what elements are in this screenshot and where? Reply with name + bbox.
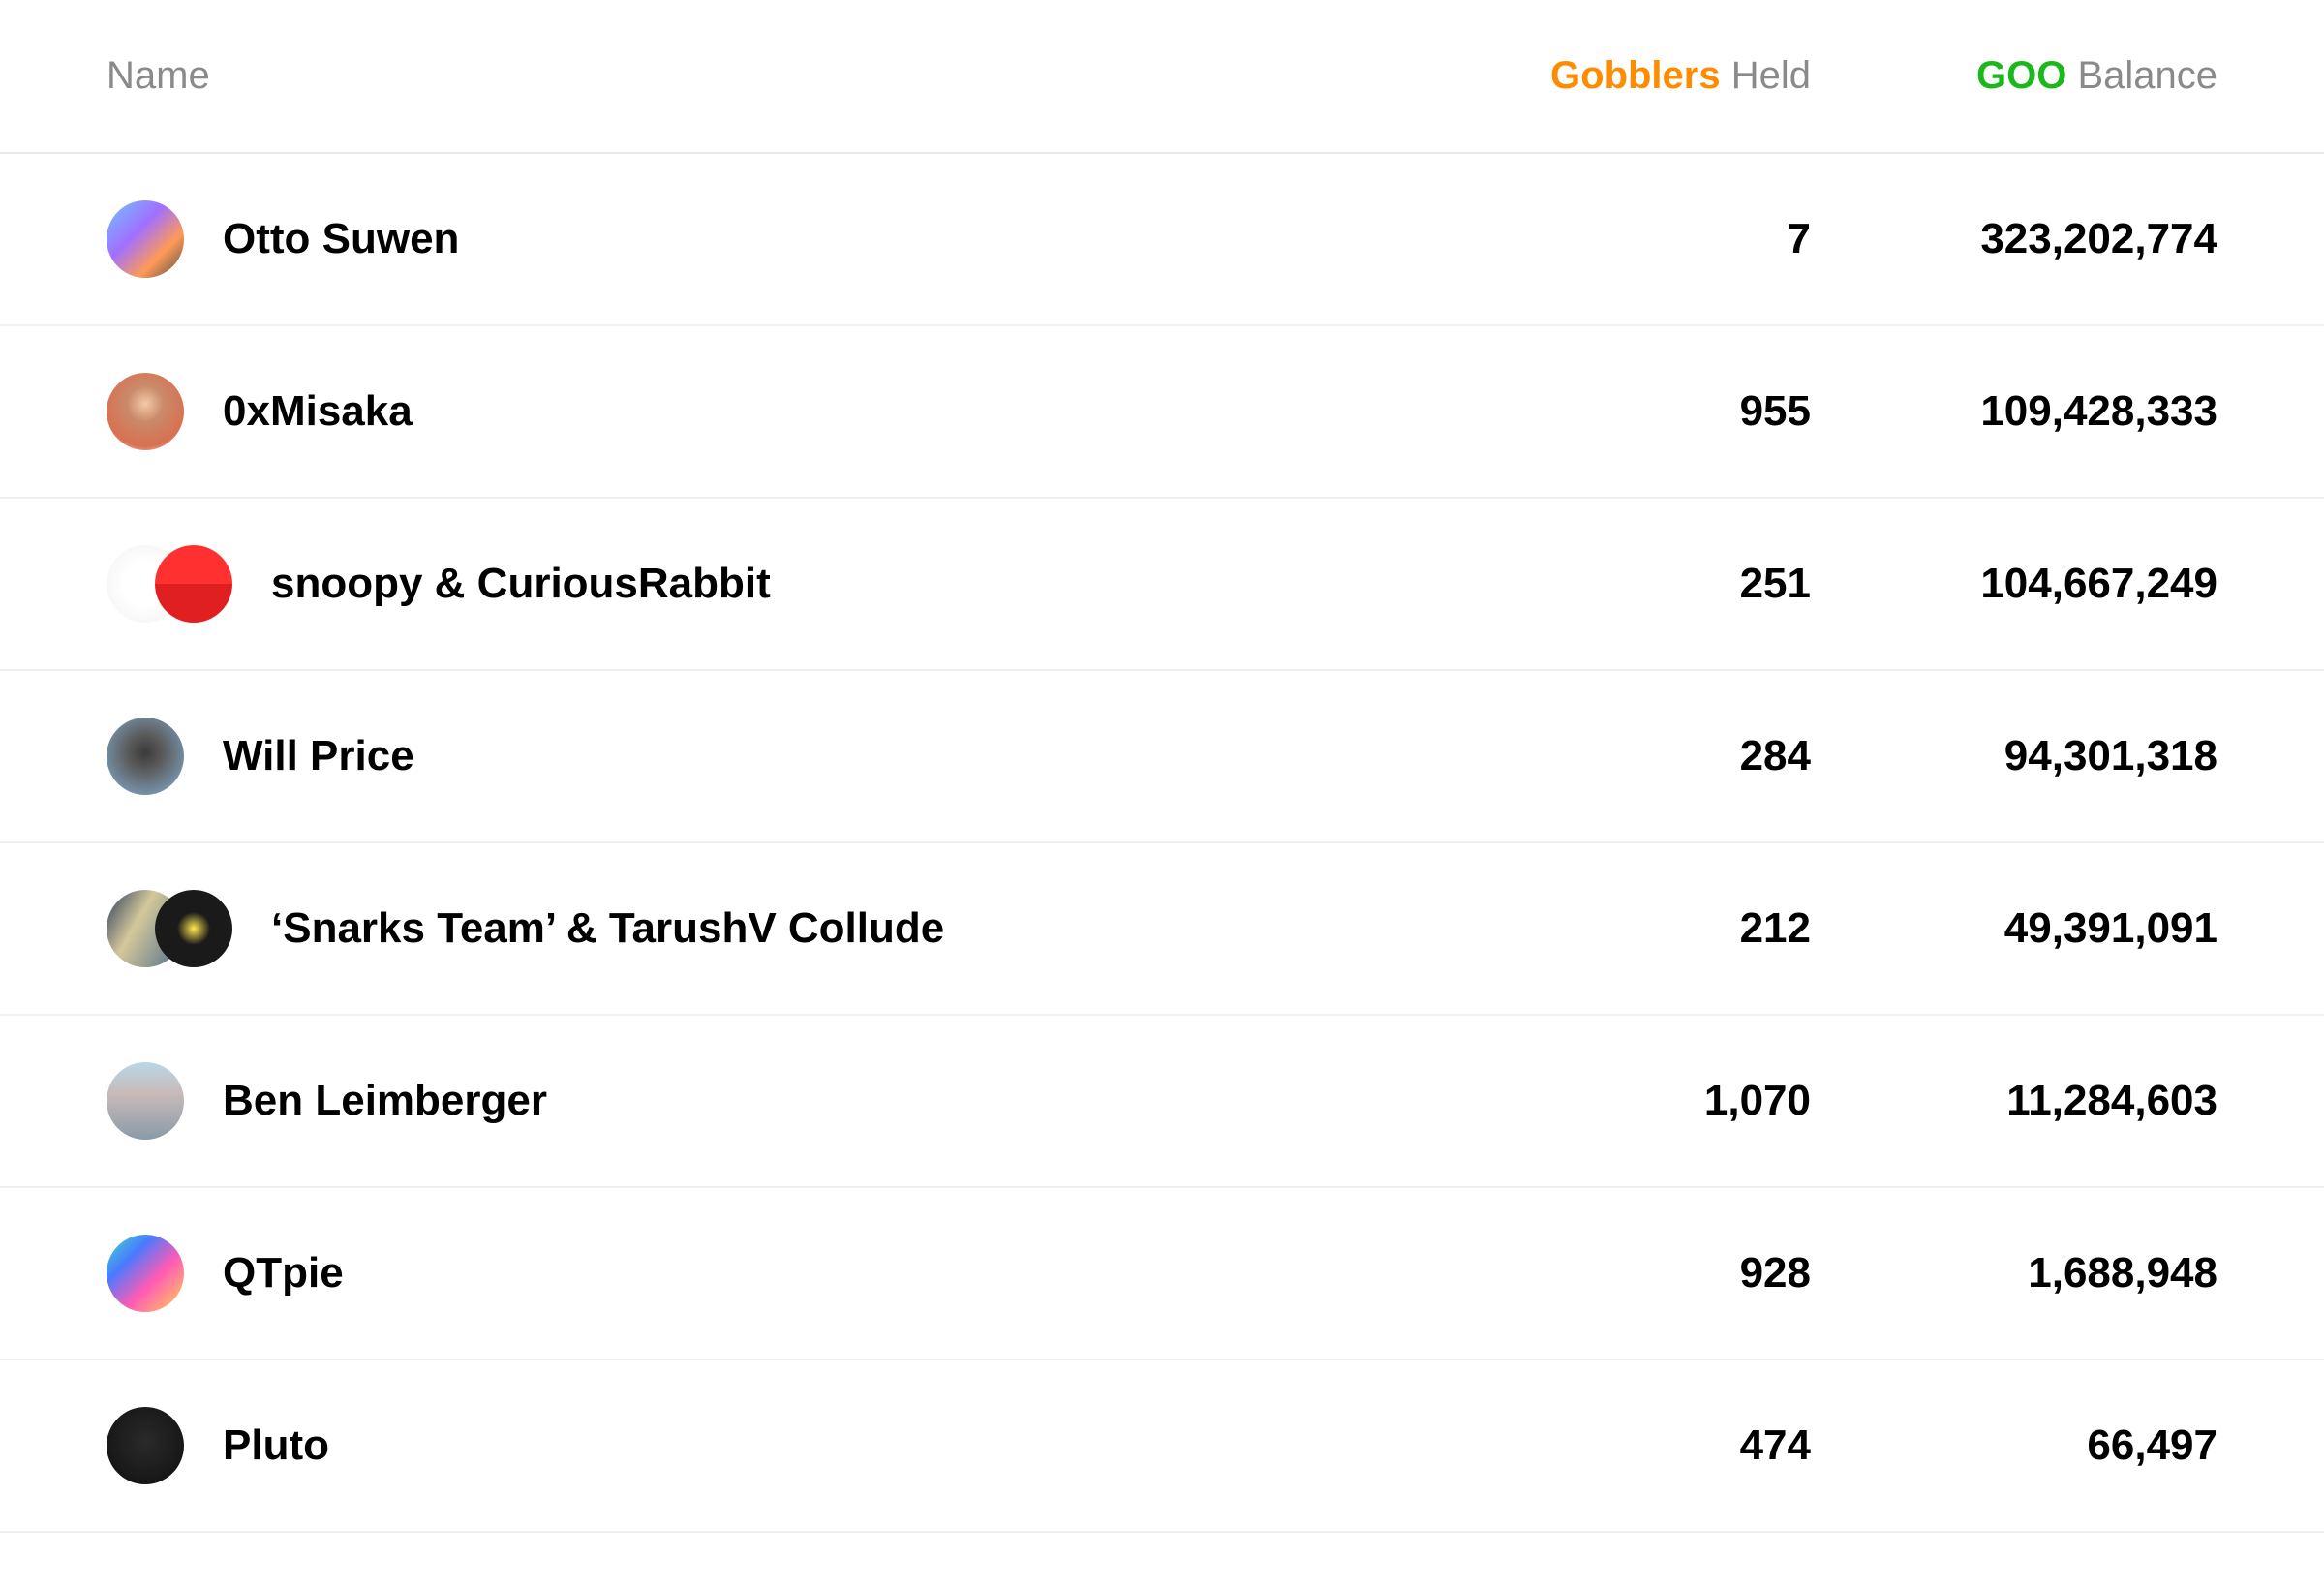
table-row[interactable]: ‘Snarks Team’ & TarushV Collude 21249,391… — [0, 843, 2324, 1016]
avatar-icon — [107, 200, 184, 278]
avatar-icon — [107, 1407, 184, 1484]
table-header: Name Gobblers Held GOO Balance — [0, 0, 2324, 154]
user-name: 0xMisaka — [223, 387, 413, 436]
name-cell: 0xMisaka — [107, 373, 1443, 450]
avatar-pair — [107, 890, 232, 967]
goo-balance: 323,202,774 — [1811, 215, 2217, 263]
table-row[interactable]: Pluto 47466,497 — [0, 1360, 2324, 1533]
avatar-icon — [107, 718, 184, 795]
name-cell: ‘Snarks Team’ & TarushV Collude — [107, 890, 1443, 967]
avatar-icon — [107, 373, 184, 450]
table-row[interactable]: Will Price 28494,301,318 — [0, 671, 2324, 843]
table-row[interactable]: Ben Leimberger 1,07011,284,603 — [0, 1016, 2324, 1188]
goo-balance: 94,301,318 — [1811, 732, 2217, 780]
header-gobblers[interactable]: Gobblers Held — [1443, 54, 1811, 98]
leaderboard-table: Name Gobblers Held GOO Balance Otto Suwe… — [0, 0, 2324, 1533]
header-goo-muted: Balance — [2066, 54, 2217, 97]
user-name: snoopy & CuriousRabbit — [271, 560, 771, 608]
header-gobblers-accent: Gobblers — [1550, 54, 1721, 97]
gobblers-held: 474 — [1443, 1421, 1811, 1470]
avatar-icon — [155, 890, 232, 967]
name-cell: Pluto — [107, 1407, 1443, 1484]
gobblers-held: 251 — [1443, 560, 1811, 608]
goo-balance: 49,391,091 — [1811, 904, 2217, 953]
gobblers-held: 284 — [1443, 732, 1811, 780]
avatar-icon — [107, 1235, 184, 1312]
name-cell: Will Price — [107, 718, 1443, 795]
name-cell: Otto Suwen — [107, 200, 1443, 278]
header-gobblers-muted: Held — [1721, 54, 1811, 97]
gobblers-held: 212 — [1443, 904, 1811, 953]
goo-balance: 109,428,333 — [1811, 387, 2217, 436]
name-cell: QTpie — [107, 1235, 1443, 1312]
user-name: ‘Snarks Team’ & TarushV Collude — [271, 904, 944, 953]
header-name[interactable]: Name — [107, 54, 1443, 98]
avatar-pair — [107, 545, 232, 623]
goo-balance: 1,688,948 — [1811, 1249, 2217, 1298]
gobblers-held: 1,070 — [1443, 1077, 1811, 1125]
user-name: Will Price — [223, 732, 414, 780]
table-row[interactable]: QTpie 9281,688,948 — [0, 1188, 2324, 1360]
user-name: Otto Suwen — [223, 215, 459, 263]
header-goo[interactable]: GOO Balance — [1811, 54, 2217, 98]
table-row[interactable]: snoopy & CuriousRabbit 251104,667,249 — [0, 499, 2324, 671]
avatar-icon — [107, 1062, 184, 1140]
gobblers-held: 7 — [1443, 215, 1811, 263]
rows-container: Otto Suwen 7323,202,774 0xMisaka 955109,428… — [0, 154, 2324, 1533]
goo-balance: 66,497 — [1811, 1421, 2217, 1470]
avatar-icon — [155, 545, 232, 623]
user-name: QTpie — [223, 1249, 344, 1298]
header-goo-accent: GOO — [1976, 54, 2066, 97]
name-cell: snoopy & CuriousRabbit — [107, 545, 1443, 623]
gobblers-held: 928 — [1443, 1249, 1811, 1298]
name-cell: Ben Leimberger — [107, 1062, 1443, 1140]
goo-balance: 104,667,249 — [1811, 560, 2217, 608]
table-row[interactable]: Otto Suwen 7323,202,774 — [0, 154, 2324, 326]
gobblers-held: 955 — [1443, 387, 1811, 436]
user-name: Ben Leimberger — [223, 1077, 547, 1125]
goo-balance: 11,284,603 — [1811, 1077, 2217, 1125]
table-row[interactable]: 0xMisaka 955109,428,333 — [0, 326, 2324, 499]
user-name: Pluto — [223, 1421, 329, 1470]
